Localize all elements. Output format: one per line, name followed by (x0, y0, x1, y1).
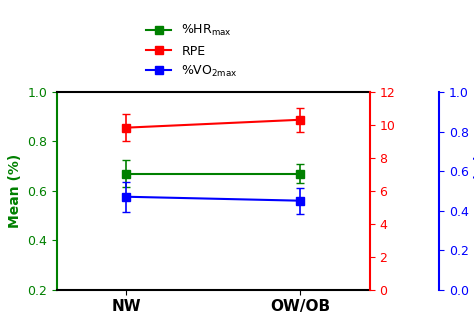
Legend: %HR$_{\mathregular{max}}$, RPE, %VO$_{\mathregular{2max}}$: %HR$_{\mathregular{max}}$, RPE, %VO$_{\m… (141, 18, 243, 84)
Y-axis label: Mean (%): Mean (%) (8, 154, 22, 228)
